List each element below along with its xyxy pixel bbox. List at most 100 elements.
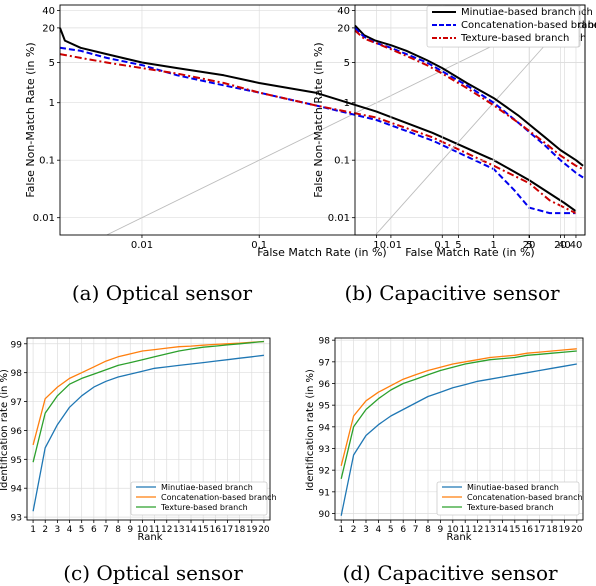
legend-label: Concatenation-based branch bbox=[161, 493, 277, 502]
legend-label: Concatenation-based branch bbox=[461, 20, 596, 31]
x-tick-label: 20 bbox=[523, 240, 536, 251]
y-tick-label: 98 bbox=[319, 337, 331, 347]
y-tick-label: 97 bbox=[11, 398, 22, 408]
x-tick-label: 9 bbox=[127, 525, 133, 535]
y-tick-label: 5 bbox=[49, 58, 55, 69]
x-tick-label: 1 bbox=[490, 240, 496, 251]
x-tick-label: 7 bbox=[103, 525, 109, 535]
x-tick-label: 17 bbox=[534, 525, 545, 535]
y-tick-label: 40 bbox=[337, 6, 350, 17]
x-axis-label: Rank bbox=[447, 532, 472, 543]
x-tick-label: 1 bbox=[338, 525, 344, 535]
x-tick-label: 4 bbox=[67, 525, 73, 535]
y-tick-label: 95 bbox=[319, 402, 330, 412]
series-line-2 bbox=[59, 53, 577, 214]
chart-caption: (a) Optical sensor bbox=[72, 281, 253, 305]
x-tick-label: 13 bbox=[484, 525, 495, 535]
series-line-2 bbox=[340, 350, 577, 479]
axes-frame bbox=[334, 337, 584, 521]
y-tick-label: 1 bbox=[344, 98, 350, 109]
x-tick-label: 19 bbox=[246, 525, 258, 535]
x-tick-label: 20 bbox=[554, 240, 567, 251]
y-tick-label: 94 bbox=[319, 423, 331, 433]
x-tick-label: 16 bbox=[210, 525, 222, 535]
legend-label: Texture-based branch bbox=[466, 503, 554, 512]
x-tick-label: 2 bbox=[351, 525, 357, 535]
y-tick-label: 97 bbox=[319, 358, 330, 368]
x-tick-label: 2 bbox=[42, 525, 48, 535]
x-tick-label: 20 bbox=[571, 525, 583, 535]
y-axis-label: False Non-Match Rate (in %) bbox=[24, 42, 37, 197]
y-tick-label: 20 bbox=[42, 23, 55, 34]
legend-box bbox=[436, 481, 580, 516]
x-tick-label: 0.01 bbox=[380, 240, 402, 251]
series-line-0 bbox=[340, 363, 577, 516]
legend-label: Texture-based branch bbox=[460, 33, 569, 44]
x-tick-label: 15 bbox=[197, 525, 208, 535]
x-tick-label: 10 bbox=[137, 525, 149, 535]
series-line-0 bbox=[32, 354, 264, 512]
axes-frame bbox=[354, 4, 586, 236]
x-tick-label: 17 bbox=[222, 525, 233, 535]
x-tick-label: 11 bbox=[149, 525, 160, 535]
x-tick-label: 5 bbox=[455, 240, 461, 251]
x-tick-label: 14 bbox=[185, 525, 197, 535]
y-tick-label: 5 bbox=[344, 58, 350, 69]
chart-caption: (b) Capacitive sensor bbox=[344, 281, 560, 305]
y-tick-label: 0.1 bbox=[334, 156, 350, 167]
x-tick-label: 12 bbox=[161, 525, 172, 535]
x-tick-label: 5 bbox=[388, 525, 394, 535]
y-axis-label: Identification rate (in %) bbox=[0, 369, 10, 491]
x-tick-label: 4 bbox=[376, 525, 382, 535]
x-tick-label: 1 bbox=[373, 240, 379, 251]
x-tick-label: 16 bbox=[521, 525, 533, 535]
x-tick-label: 13 bbox=[173, 525, 184, 535]
y-tick-label: 96 bbox=[11, 427, 23, 437]
x-axis-label: Rank bbox=[138, 532, 163, 543]
x-tick-label: 5 bbox=[79, 525, 85, 535]
y-tick-label: 1 bbox=[49, 98, 55, 109]
x-tick-label: 18 bbox=[234, 525, 246, 535]
y-tick-label: 91 bbox=[319, 488, 330, 498]
x-tick-label: 19 bbox=[559, 525, 571, 535]
y-tick-label: 90 bbox=[319, 510, 331, 520]
x-axis-label: False Match Rate (in %) bbox=[257, 246, 386, 259]
y-tick-label: 98 bbox=[11, 369, 23, 379]
chart-caption: (c) Optical sensor bbox=[63, 561, 243, 585]
x-tick-label: 3 bbox=[55, 525, 61, 535]
x-tick-label: 6 bbox=[400, 525, 406, 535]
legend-label: Texture-based branch bbox=[160, 503, 248, 512]
series-line-2 bbox=[32, 340, 264, 463]
y-axis-label: False Non-Match Rate (in %) bbox=[312, 42, 325, 197]
chart-caption: (d) Capacitive sensor bbox=[342, 561, 558, 585]
y-tick-label: 0.01 bbox=[328, 213, 350, 224]
y-tick-label: 96 bbox=[319, 380, 331, 390]
x-tick-label: 0.01 bbox=[131, 240, 153, 251]
x-tick-label: 0.1 bbox=[434, 240, 450, 251]
x-tick-label: 6 bbox=[91, 525, 97, 535]
x-tick-label: 15 bbox=[509, 525, 520, 535]
legend-box bbox=[130, 481, 268, 516]
y-tick-label: 20 bbox=[337, 23, 350, 34]
axes-frame bbox=[26, 337, 271, 521]
x-tick-label: 10 bbox=[447, 525, 459, 535]
x-tick-label: 0.1 bbox=[251, 240, 267, 251]
y-tick-label: 94 bbox=[11, 485, 23, 495]
x-tick-label: 14 bbox=[497, 525, 509, 535]
x-tick-label: 9 bbox=[438, 525, 444, 535]
y-axis-label: Identification rate (in %) bbox=[305, 369, 316, 491]
y-tick-label: 92 bbox=[319, 467, 330, 477]
series-line-0 bbox=[354, 24, 584, 167]
x-tick-label: 3 bbox=[363, 525, 369, 535]
chart-3: 1 2 3 4 5 6 7 8 9 10 11 12 13 14 15 16 17 18 19 20909192939… bbox=[305, 337, 584, 585]
x-tick-label: 5 bbox=[526, 240, 532, 251]
x-tick-label: 40 bbox=[558, 240, 571, 251]
y-tick-label: 0.01 bbox=[33, 213, 55, 224]
y-tick-label: 0.1 bbox=[39, 156, 55, 167]
x-tick-label: 40 bbox=[570, 240, 583, 251]
chart-2: 1 2 3 4 5 6 7 8 9 10 11 12 13 14 15 16 17 18 19 20939495969… bbox=[0, 337, 277, 585]
x-tick-label: 12 bbox=[472, 525, 483, 535]
